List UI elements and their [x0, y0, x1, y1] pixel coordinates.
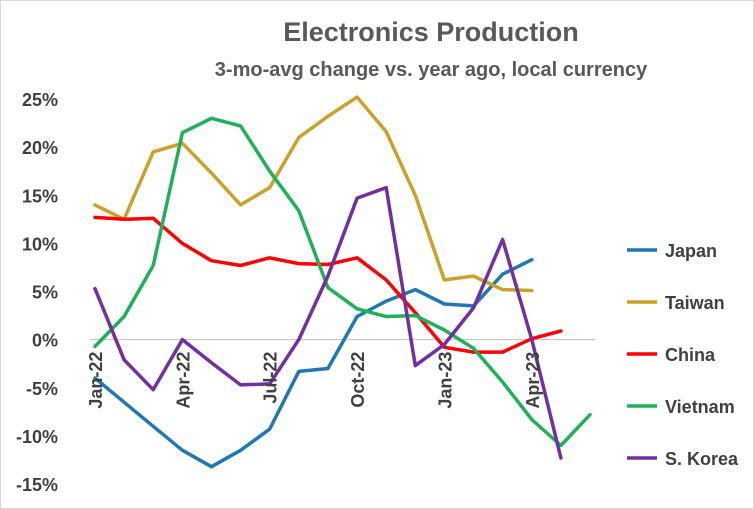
x-tick-label: Jan-22 — [86, 352, 106, 409]
y-tick-label: 20% — [22, 138, 58, 158]
legend-label-vietnam: Vietnam — [665, 397, 735, 417]
series-line-vietnam — [93, 116, 592, 448]
y-tick-label: -10% — [16, 427, 58, 447]
y-tick-label: 15% — [22, 186, 58, 206]
y-tick-label: 25% — [22, 90, 58, 110]
legend-label-taiwan: Taiwan — [665, 293, 725, 313]
series-line-japan — [93, 257, 534, 469]
series-line-s-korea — [93, 185, 563, 460]
y-tick-label: -5% — [26, 379, 58, 399]
y-axis-tick-labels: -15% -10% -5% 0% 5% 10% 15% 20% 25% — [16, 90, 58, 495]
chart-subtitle: 3-mo-avg change vs. year ago, local curr… — [215, 59, 648, 81]
chart-title: Electronics Production — [283, 17, 579, 47]
legend-label-japan: Japan — [665, 241, 717, 261]
x-tick-label: Jul-22 — [261, 352, 281, 404]
legend: Japan Taiwan China Vietnam S. Korea — [627, 241, 739, 469]
x-axis-tick-labels: Jan-22 Apr-22 Jul-22 Oct-22 Jan-23 Apr-23 — [86, 352, 543, 409]
x-tick-label: Apr-22 — [173, 352, 193, 409]
y-tick-label: 0% — [32, 331, 58, 351]
legend-label-s-korea: S. Korea — [665, 449, 739, 469]
series-line-china — [93, 215, 563, 354]
x-tick-label: Apr-23 — [523, 352, 543, 409]
y-tick-label: 10% — [22, 234, 58, 254]
series-line-taiwan — [93, 95, 534, 293]
legend-label-china: China — [665, 345, 716, 365]
series-lines — [93, 95, 592, 469]
x-tick-label: Jan-23 — [435, 352, 455, 409]
x-tick-label: Oct-22 — [348, 352, 368, 408]
y-tick-label: 5% — [32, 283, 58, 303]
y-tick-label: -15% — [16, 475, 58, 495]
